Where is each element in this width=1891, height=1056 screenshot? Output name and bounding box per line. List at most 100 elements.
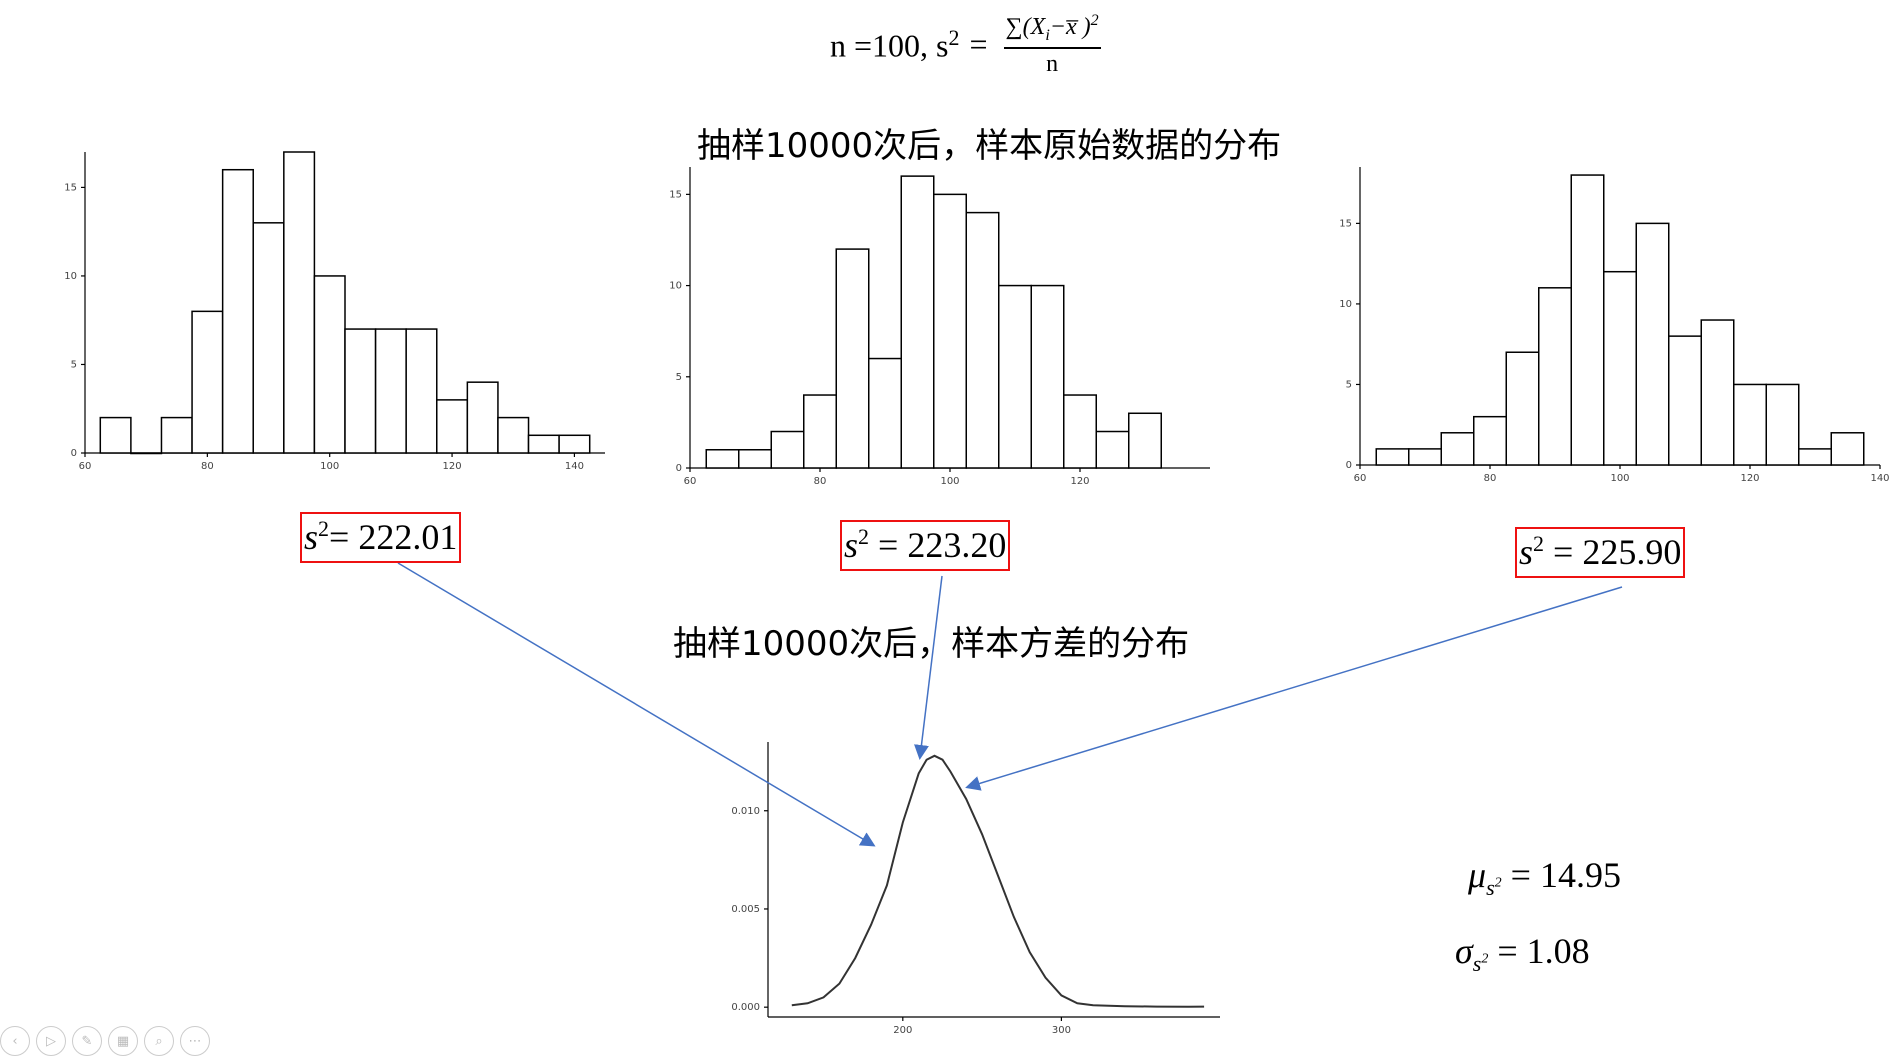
histogram-bar <box>1030 284 1065 469</box>
histogram-bar <box>1733 383 1767 466</box>
formula-denominator: n <box>1046 50 1059 77</box>
histogram-bar <box>436 399 469 454</box>
play-icon[interactable]: ▷ <box>36 1026 66 1056</box>
histogram-bar <box>868 357 902 469</box>
x-tick-label: 80 <box>1484 473 1497 484</box>
y-tick-label: 5 <box>1346 379 1352 390</box>
y-tick-label: 0.010 <box>731 806 760 817</box>
y-tick-label: 0 <box>676 463 682 474</box>
histogram-bar <box>252 222 285 454</box>
x-tick-label: 80 <box>814 476 827 487</box>
histogram-bar <box>738 449 772 469</box>
grid-icon[interactable]: ▦ <box>108 1026 138 1056</box>
x-tick-label: 140 <box>565 461 584 472</box>
y-tick-label: 15 <box>1339 218 1352 229</box>
chart-1: 0 5 10 15 60 80 100 120 140 <box>64 151 605 472</box>
variance-distribution-heading: 抽样10000次后，样本方差的分布 <box>673 624 1190 664</box>
x-tick-label: 100 <box>320 461 339 472</box>
histogram-bar <box>1473 415 1507 466</box>
histogram-bar <box>283 151 316 454</box>
histogram-bar <box>705 449 740 469</box>
x-tick-label: 200 <box>893 1025 912 1036</box>
histogram-bar <box>1830 432 1865 466</box>
histogram-bar <box>1063 394 1097 469</box>
x-tick-label: 80 <box>201 461 214 472</box>
histogram-bar <box>374 328 407 454</box>
histogram-bar <box>99 416 132 454</box>
histogram-bar <box>558 434 591 454</box>
histogram-bar <box>527 434 560 454</box>
formula-left: n =100, s2 <box>830 25 960 64</box>
chart-3: 0 5 10 15 60 80 100 120 140 <box>1339 167 1890 484</box>
y-tick-label: 0.000 <box>731 1002 760 1013</box>
x-tick-label: 60 <box>79 461 92 472</box>
histogram-bar <box>803 394 837 469</box>
y-tick-label: 15 <box>64 182 77 193</box>
histogram-bar <box>466 381 499 454</box>
sd-of-variance: σs2 = 1.08 <box>1455 931 1590 977</box>
histogram-bar <box>344 328 377 454</box>
sample-variance-box-3: s2 = 225.90 <box>1515 527 1686 579</box>
arrow-2 <box>914 575 943 760</box>
variance-formula: n =100, s2 = ∑(Xi−x̅ )2 n <box>830 12 1101 78</box>
histogram-bar <box>933 193 967 469</box>
histogram-bar <box>497 416 530 454</box>
histogram-bar <box>900 175 935 469</box>
zoom-icon[interactable]: ⌕ <box>144 1026 174 1056</box>
histogram-bar <box>835 248 870 469</box>
slide-toolbar: ‹ ▷ ✎ ▦ ⌕ ⋯ <box>0 1026 210 1056</box>
arrow-1 <box>397 562 876 847</box>
histogram-bar <box>965 211 1000 469</box>
y-tick-label: 0 <box>71 448 77 459</box>
histogram-bar <box>1798 448 1832 466</box>
histogram-bar <box>160 416 193 454</box>
histogram-bar <box>1440 432 1475 466</box>
histogram-bar <box>313 275 346 454</box>
x-tick-label: 120 <box>1070 476 1089 487</box>
histogram-bar <box>770 430 805 469</box>
y-tick-label: 5 <box>71 359 77 370</box>
histogram-bar <box>1635 222 1670 466</box>
arrow-3 <box>965 586 1623 791</box>
chart-2: 0 5 10 15 60 80 100 120 <box>669 167 1210 487</box>
y-tick-label: 10 <box>1339 299 1352 310</box>
histogram-bar <box>1700 319 1735 466</box>
histogram-bar <box>1095 430 1130 469</box>
sample-variance-box-1: s2= 222.01 <box>300 512 462 564</box>
histogram-bar <box>221 168 254 454</box>
density-curve <box>791 754 1205 1008</box>
x-tick-label: 120 <box>443 461 462 472</box>
x-tick-label: 140 <box>1870 473 1889 484</box>
histogram-bar <box>1538 287 1572 466</box>
mean-of-variance: μs2 = 14.95 <box>1468 855 1621 901</box>
raw-distribution-heading: 抽样10000次后，样本原始数据的分布 <box>697 126 1282 166</box>
histogram-bar <box>405 328 438 454</box>
formula-numerator: ∑(Xi−x̅ )2 <box>1003 12 1101 49</box>
y-tick-label: 0 <box>1346 460 1352 471</box>
histogram-bar <box>1570 174 1605 466</box>
histogram-bar <box>1765 383 1800 466</box>
histogram-bar <box>1408 448 1442 466</box>
more-icon[interactable]: ⋯ <box>180 1026 210 1056</box>
y-tick-label: 10 <box>64 271 77 282</box>
histogram-bar <box>1128 412 1162 469</box>
x-tick-label: 300 <box>1052 1025 1071 1036</box>
histogram-bar <box>130 452 163 455</box>
y-tick-label: 10 <box>669 281 682 292</box>
histogram-bar <box>191 310 224 454</box>
histogram-bar <box>1668 335 1702 466</box>
histogram-bar <box>1375 448 1410 466</box>
x-tick-label: 100 <box>1610 473 1629 484</box>
x-tick-label: 120 <box>1740 473 1759 484</box>
x-tick-label: 60 <box>1354 473 1367 484</box>
pen-icon[interactable]: ✎ <box>72 1026 102 1056</box>
sample-variance-box-2: s2 = 223.20 <box>840 520 1011 572</box>
formula-fraction: ∑(Xi−x̅ )2 n <box>1003 12 1101 78</box>
histogram-bar <box>1603 270 1637 466</box>
formula-equals: = <box>969 26 988 63</box>
y-tick-label: 0.005 <box>731 904 760 915</box>
back-icon[interactable]: ‹ <box>0 1026 30 1056</box>
y-tick-label: 5 <box>676 372 682 383</box>
x-tick-label: 60 <box>684 476 697 487</box>
